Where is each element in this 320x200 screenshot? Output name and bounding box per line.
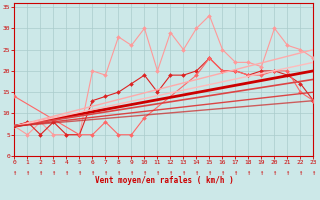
X-axis label: Vent moyen/en rafales ( km/h ): Vent moyen/en rafales ( km/h ) [95,176,233,185]
